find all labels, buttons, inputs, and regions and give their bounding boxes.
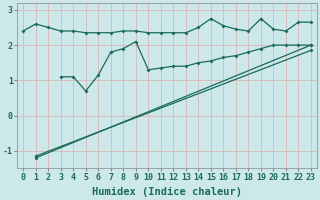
X-axis label: Humidex (Indice chaleur): Humidex (Indice chaleur) (92, 187, 242, 197)
